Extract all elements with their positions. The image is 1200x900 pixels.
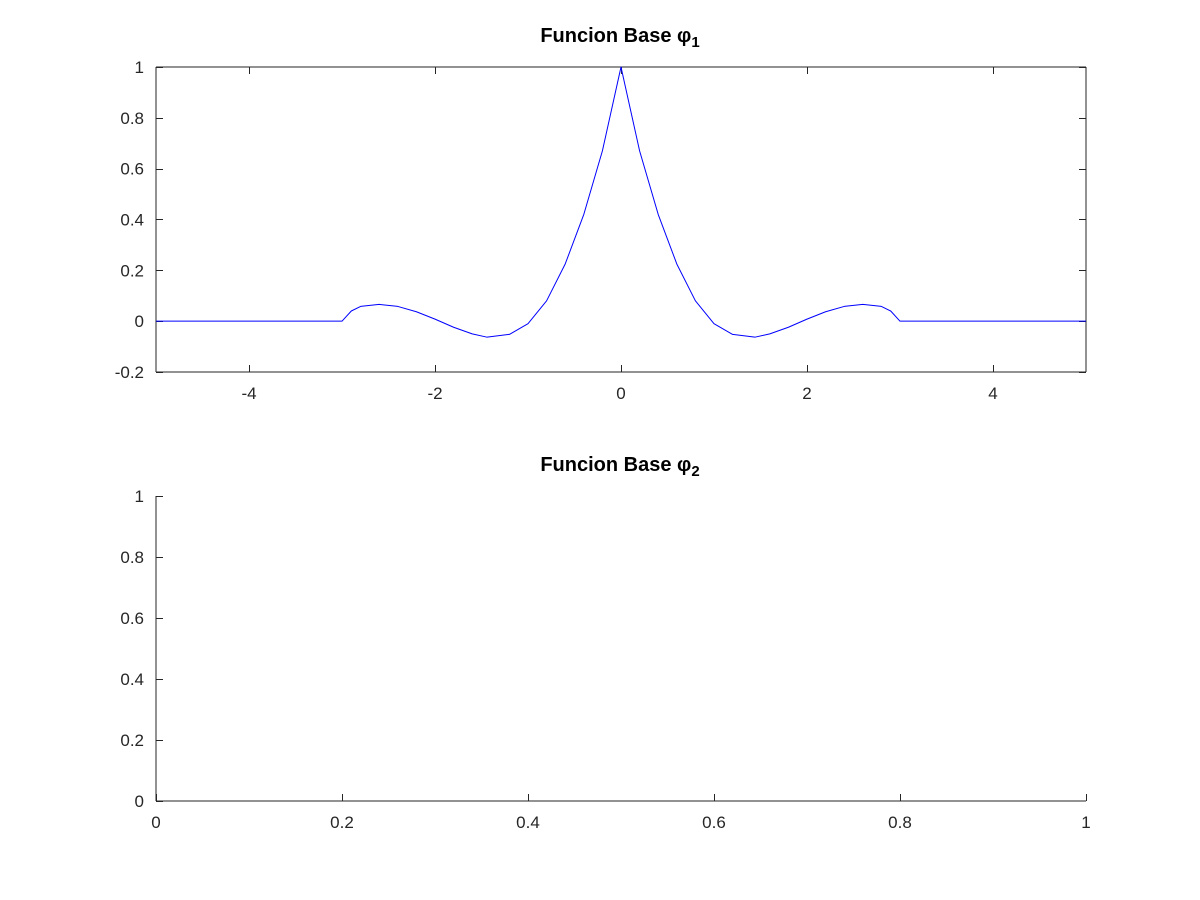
bottom-plot-y-tick-label: 1 bbox=[135, 487, 144, 506]
top-plot-y-tick-label: 0.4 bbox=[120, 211, 144, 230]
top-plot-x-tick-label: -2 bbox=[427, 384, 442, 403]
bottom-plot: Funcion Base φ2 0 0.2 0.4 0.6 0.8 1 0 0.2 0.4 0.6… bbox=[120, 454, 1090, 832]
top-plot-series-line bbox=[156, 66, 1086, 338]
bottom-plot-title-subscript: 2 bbox=[691, 463, 699, 480]
bottom-plot-x-tick-label: 1 bbox=[1081, 813, 1090, 832]
top-plot-y-tick-label: 0.6 bbox=[120, 160, 144, 179]
bottom-plot-y-tick-label: 0 bbox=[135, 792, 144, 811]
bottom-plot-x-tick-label: 0.8 bbox=[888, 813, 912, 832]
bottom-plot-x-tick-label: 0.6 bbox=[702, 813, 726, 832]
top-plot-x-tick-label: 4 bbox=[988, 384, 997, 403]
bottom-plot-y-tick-label: 0.8 bbox=[120, 548, 144, 567]
bottom-plot-y-tick-label: 0.6 bbox=[120, 609, 144, 628]
bottom-plot-x-tick-label: 0 bbox=[151, 813, 160, 832]
top-plot-y-tick-label: 0 bbox=[135, 312, 144, 331]
bottom-plot-x-tick-label: 0.4 bbox=[516, 813, 540, 832]
top-plot-title-subscript: 1 bbox=[691, 34, 699, 51]
top-plot-y-tick-label: -0.2 bbox=[115, 363, 144, 382]
top-plot-title-main: Funcion Base φ bbox=[540, 25, 691, 47]
top-plot-x-tick-label: -4 bbox=[241, 384, 256, 403]
top-plot-series bbox=[156, 66, 1086, 338]
top-plot-y-tick-label: 0.2 bbox=[120, 261, 144, 280]
top-plot-y-tick-label: 0.8 bbox=[120, 109, 144, 128]
bottom-plot-axes: 0 0.2 0.4 0.6 0.8 1 0 0.2 0.4 0.6 0.8 1 bbox=[120, 487, 1090, 832]
bottom-plot-x-tick-label: 0.2 bbox=[330, 813, 354, 832]
bottom-plot-y-tick-label: 0.2 bbox=[120, 731, 144, 750]
top-plot-title: Funcion Base φ1 bbox=[540, 25, 699, 51]
bottom-plot-y-tick-label: 0.4 bbox=[120, 670, 144, 689]
bottom-plot-title-main: Funcion Base φ bbox=[540, 454, 691, 476]
top-plot-y-tick-label: 1 bbox=[135, 58, 144, 77]
top-plot: Funcion Base φ1 -4 -2 0 2 4-0.200.20.40.60.8… bbox=[115, 25, 1087, 403]
top-plot-x-tick-label: 0 bbox=[616, 384, 625, 403]
top-plot-x-tick-label: 2 bbox=[802, 384, 811, 403]
bottom-plot-title: Funcion Base φ2 bbox=[540, 454, 699, 480]
top-plot-axes: -4 -2 0 2 4 -0.2 0 0.2 0.4 0.6 0.8 1 bbox=[115, 58, 1087, 403]
